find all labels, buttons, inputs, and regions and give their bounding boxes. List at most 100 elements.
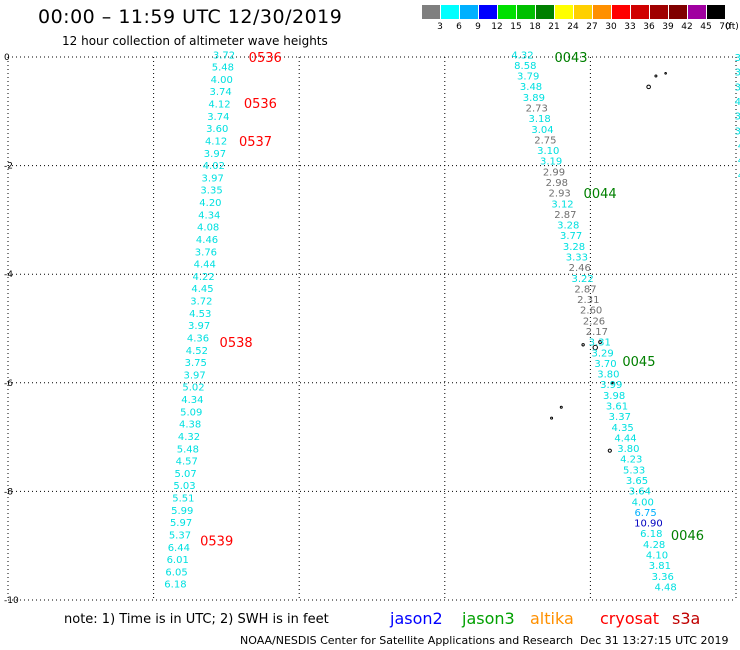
wave-height-value: 6.44	[168, 543, 190, 554]
wave-height-value: 2.93	[549, 189, 571, 200]
wave-height-value: 3.61	[606, 401, 628, 412]
map-subtitle: 12 hour collection of altimeter wave hei…	[62, 34, 328, 48]
wave-height-value: 4.52	[186, 346, 208, 357]
wave-height-value: 3.48	[520, 82, 542, 93]
wave-height-value: 3.29	[591, 348, 613, 359]
wave-height-value: 3.72	[213, 50, 235, 61]
legend-swatch	[555, 5, 573, 19]
wave-height-value: 2.87	[574, 284, 596, 295]
satellite-name-jason2: jason2	[390, 609, 443, 628]
legend-swatch	[631, 5, 649, 19]
pass-time-label: 0539	[200, 534, 233, 549]
legend-label: 30	[605, 22, 617, 32]
wave-height-value: 4.32	[178, 432, 200, 443]
wave-height-value: 3.99	[600, 380, 622, 391]
wave-height-value: 3.35	[200, 186, 222, 197]
wave-height-value: 2.99	[543, 167, 565, 178]
wave-height-value: 3.60	[735, 53, 740, 64]
wave-height-value: 4.02	[203, 161, 225, 172]
wave-height-value: 5.33	[623, 465, 645, 476]
island-outline	[559, 405, 563, 409]
legend-swatch	[422, 5, 440, 19]
legend-swatch	[612, 5, 630, 19]
legend-label: 3	[437, 22, 443, 32]
wave-height-value: 3.75	[185, 358, 207, 369]
wave-height-value: 3.12	[551, 199, 573, 210]
wave-height-value: 3.37	[609, 412, 631, 423]
legend-swatch	[479, 5, 497, 19]
wave-height-value: 3.77	[560, 231, 582, 242]
pass-time-label: 0536	[249, 51, 282, 66]
pass-time-label: 0538	[220, 336, 253, 351]
wave-height-value: 5.07	[174, 469, 196, 480]
island-outline	[598, 340, 603, 344]
wave-height-value: 3.63	[735, 112, 740, 123]
wave-height-value: 3.79	[517, 72, 539, 83]
wave-height-value: 4.22	[193, 272, 215, 283]
timestamp: Dec 31 13:27:15 UTC 2019	[580, 634, 729, 647]
wave-height-value: 3.72	[190, 297, 212, 308]
wave-height-value: 3.22	[571, 274, 593, 285]
legend-swatch	[460, 5, 478, 19]
wave-height-value: 4.53	[189, 309, 211, 320]
wave-height-value: 3.74	[207, 112, 229, 123]
pass-time-label: 0043	[554, 51, 587, 66]
wave-height-value: 2.26	[583, 316, 605, 327]
wave-height-value: 3.28	[557, 221, 579, 232]
wave-height-value: 4.46	[196, 235, 218, 246]
wave-height-value: 4.08	[197, 223, 219, 234]
wave-height-value: 5.48	[212, 63, 234, 74]
wave-height-value: 2.87	[554, 210, 576, 221]
legend-label: 39	[662, 22, 674, 32]
y-tick-label: -8	[4, 487, 13, 497]
y-tick-label: 0	[4, 53, 10, 63]
legend-swatch	[669, 5, 687, 19]
wave-height-value: 4.06	[735, 97, 740, 108]
y-tick-label: -6	[4, 379, 13, 389]
wave-height-value: 4.00	[632, 497, 654, 508]
wave-height-value: 6.01	[167, 555, 189, 566]
wave-height-value: 3.36	[652, 572, 674, 583]
legend-swatch	[593, 5, 611, 19]
wave-height-value: 3.70	[594, 359, 616, 370]
wave-height-value: 3.97	[183, 370, 205, 381]
wave-height-value: 2.73	[526, 103, 548, 114]
y-tick-label: -2	[4, 162, 13, 172]
wave-height-value: 2.98	[546, 178, 568, 189]
wave-height-value: 5.09	[180, 407, 202, 418]
wave-height-value: 3.60	[206, 124, 228, 135]
wave-height-value: 5.99	[171, 506, 193, 517]
wave-height-value: 4.36	[187, 333, 209, 344]
credit-line: NOAA/NESDIS Center for Satellite Applica…	[240, 634, 574, 647]
legend-swatch	[441, 5, 459, 19]
legend-label: 33	[624, 22, 636, 32]
legend-label: 70	[719, 22, 731, 32]
legend-label: 9	[475, 22, 481, 32]
wave-height-value: 2.75	[534, 135, 556, 146]
wave-height-map: 6063666972750-2-4-6-8-103.725.484.003.74…	[4, 50, 740, 605]
wave-height-value: 5.97	[170, 518, 192, 529]
note-text: note: 1) Time is in UTC; 2) SWH is in fe…	[64, 612, 329, 627]
wave-height-value: 4.12	[208, 100, 230, 111]
wave-height-value: 3.04	[531, 125, 553, 136]
legend-label: 36	[643, 22, 655, 32]
wave-height-value: 3.74	[209, 87, 231, 98]
legend-label: 21	[548, 22, 560, 32]
satellite-name-altika: altika	[530, 609, 574, 628]
wave-height-value: 4.57	[176, 457, 198, 468]
wave-height-value: 6.05	[165, 567, 187, 578]
wave-height-value: 4.32	[511, 50, 533, 61]
wave-height-value: 4.0	[738, 141, 740, 152]
wave-height-value: 5.02	[182, 383, 204, 394]
legend-label: 24	[567, 22, 579, 32]
wave-height-value: 3.65	[626, 476, 648, 487]
wave-height-value: 10.90	[634, 519, 663, 530]
satellite-name-cryosat: cryosat	[600, 609, 660, 628]
wave-height-value: 3.98	[603, 391, 625, 402]
wave-height-value: 3.19	[540, 157, 562, 168]
legend-label: 45	[700, 22, 712, 32]
wave-height-value: 3.80	[597, 370, 619, 381]
wave-height-value: 6.75	[634, 508, 656, 519]
legend-swatch	[707, 5, 725, 19]
legend-label: 6	[456, 22, 462, 32]
